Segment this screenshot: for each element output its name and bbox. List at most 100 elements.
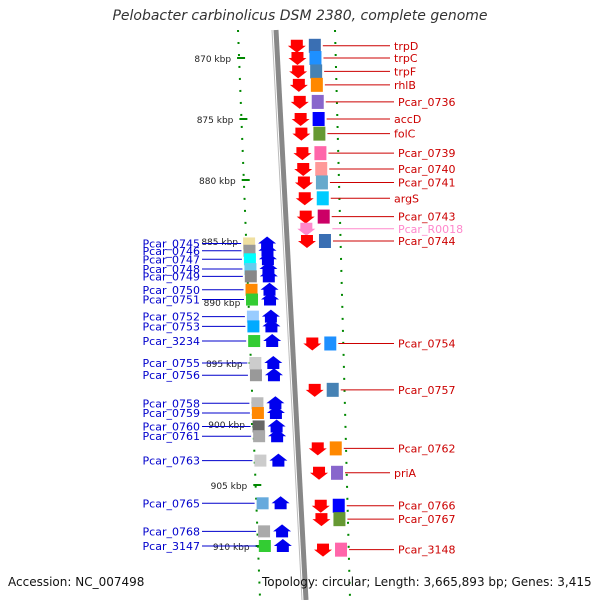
forward-gene-arrow xyxy=(310,466,329,480)
forward-gene-arrow xyxy=(291,113,310,126)
forward-gene-arrow xyxy=(297,235,316,248)
reverse-gene-label: Pcar_3147 xyxy=(143,540,200,553)
reverse-gene-arrow xyxy=(261,292,280,306)
forward-gene-label: rhlB xyxy=(394,79,416,92)
forward-gene-feature xyxy=(309,51,322,65)
reverse-gene-label: Pcar_0747 xyxy=(143,253,200,266)
forward-gene-feature xyxy=(316,191,329,206)
reverse-gene-label: Pcar_0768 xyxy=(143,525,200,538)
forward-gene-feature xyxy=(324,336,337,351)
reverse-gene-label: Pcar_3234 xyxy=(143,335,200,348)
reverse-gene-arrow xyxy=(273,524,292,538)
forward-gene-label: Pcar_0740 xyxy=(398,163,455,176)
reverse-gene-feature xyxy=(251,407,264,420)
forward-gene-arrow xyxy=(305,383,324,397)
forward-gene-label: priA xyxy=(394,467,417,480)
reverse-gene-feature xyxy=(251,397,264,410)
forward-gene-feature xyxy=(326,382,339,397)
forward-gene-arrow xyxy=(293,147,312,161)
forward-gene-arrow xyxy=(292,127,311,141)
backbone xyxy=(273,29,309,600)
reverse-gene-arrow xyxy=(267,419,286,433)
reverse-gene-label: Pcar_0750 xyxy=(143,284,200,297)
reverse-gene-arrow xyxy=(262,319,281,333)
reverse-gene-arrow xyxy=(258,252,277,266)
scale-tick-label: 910 kbp xyxy=(213,543,250,553)
reverse-gene-arrow xyxy=(264,368,283,382)
reverse-gene-feature xyxy=(244,270,257,283)
reverse-gene-label: Pcar_0753 xyxy=(143,320,200,333)
reverse-gene-arrow xyxy=(259,269,278,283)
forward-gene-label: Pcar_0767 xyxy=(398,513,455,526)
forward-gene-arrow xyxy=(308,442,327,456)
reverse-gene-label: Pcar_0765 xyxy=(143,497,200,510)
reverse-gene-arrow xyxy=(266,396,285,410)
forward-gene-arrow xyxy=(297,222,316,236)
backbone-inner-edge xyxy=(271,29,303,600)
reverse-gene-feature xyxy=(254,454,267,467)
reverse-gene-label: Pcar_0759 xyxy=(143,407,200,420)
forward-gene-label: trpD xyxy=(394,40,418,53)
scale-tick-label: 875 kbp xyxy=(197,116,234,126)
reverse-gene-label: Pcar_0761 xyxy=(143,430,200,443)
forward-gene-arrow xyxy=(312,513,331,527)
reverse-gene-arrow xyxy=(266,406,285,420)
forward-gene-feature xyxy=(313,126,326,141)
scale-tick-label: 890 kbp xyxy=(204,299,241,309)
forward-gene-label: Pcar_R0018 xyxy=(398,223,463,236)
accession-text: Accession: NC_007498 xyxy=(8,575,145,589)
forward-gene-arrow xyxy=(314,543,333,557)
reverse-gene-arrow xyxy=(264,356,283,369)
reverse-gene-label: Pcar_0751 xyxy=(143,294,200,307)
reverse-gene-arrow xyxy=(273,539,292,552)
forward-gene-feature xyxy=(310,64,323,79)
forward-gene-arrow xyxy=(289,65,308,79)
reverse-gene-label: Pcar_0758 xyxy=(143,397,200,410)
reverse-gene-feature xyxy=(253,430,266,443)
reverse-gene-arrow xyxy=(271,496,290,510)
forward-gene-arrow xyxy=(294,163,313,177)
forward-gene-arrow xyxy=(290,95,309,109)
forward-gene-feature xyxy=(332,498,345,513)
reverse-gene-arrow xyxy=(259,262,278,276)
forward-gene-feature xyxy=(311,94,324,109)
forward-gene-arrow xyxy=(287,39,306,53)
reverse-gene-label: Pcar_0760 xyxy=(143,420,200,433)
genome-summary-text: Topology: circular; Length: 3,665,893 bp… xyxy=(262,575,592,589)
reverse-gene-label: Pcar_0746 xyxy=(143,245,200,258)
forward-gene-label: Pcar_0736 xyxy=(398,96,455,109)
scale-tick-label: 895 kbp xyxy=(206,360,243,370)
forward-gene-label: trpF xyxy=(394,65,416,78)
forward-gene-label: accD xyxy=(394,113,421,126)
reverse-gene-label: Pcar_0755 xyxy=(143,357,200,370)
reverse-gene-feature xyxy=(245,283,258,296)
reverse-gene-label: Pcar_0749 xyxy=(143,270,200,283)
reverse-gene-feature xyxy=(249,369,262,382)
forward-gene-arrow xyxy=(296,210,315,224)
reverse-gene-arrow xyxy=(258,236,277,250)
forward-gene-label: trpC xyxy=(394,52,418,65)
reverse-gene-arrow xyxy=(258,243,277,257)
scale-tick-label: 870 kbp xyxy=(194,55,231,65)
forward-gene-label: argS xyxy=(394,192,419,205)
reverse-gene-feature xyxy=(248,335,261,348)
reverse-gene-feature xyxy=(252,420,265,433)
forward-gene-label: Pcar_0762 xyxy=(398,442,455,455)
forward-gene-label: Pcar_0757 xyxy=(398,384,455,397)
forward-gene-arrow xyxy=(294,176,313,190)
forward-gene-arrow xyxy=(288,52,307,65)
reverse-gene-arrow xyxy=(268,429,287,443)
reverse-gene-feature xyxy=(258,540,271,552)
reverse-gene-label: Pcar_0752 xyxy=(143,311,200,324)
reverse-gene-arrow xyxy=(263,334,282,348)
forward-gene-feature xyxy=(308,38,321,53)
reverse-gene-feature xyxy=(249,357,262,369)
forward-gene-feature xyxy=(312,112,325,126)
forward-gene-arrow xyxy=(289,78,308,92)
forward-gene-label: Pcar_0766 xyxy=(398,500,455,513)
forward-gene-feature xyxy=(310,77,323,92)
reverse-gene-feature xyxy=(258,525,271,538)
reverse-gene-label: Pcar_0745 xyxy=(143,237,200,250)
reverse-gene-label: Pcar_0763 xyxy=(143,455,200,468)
